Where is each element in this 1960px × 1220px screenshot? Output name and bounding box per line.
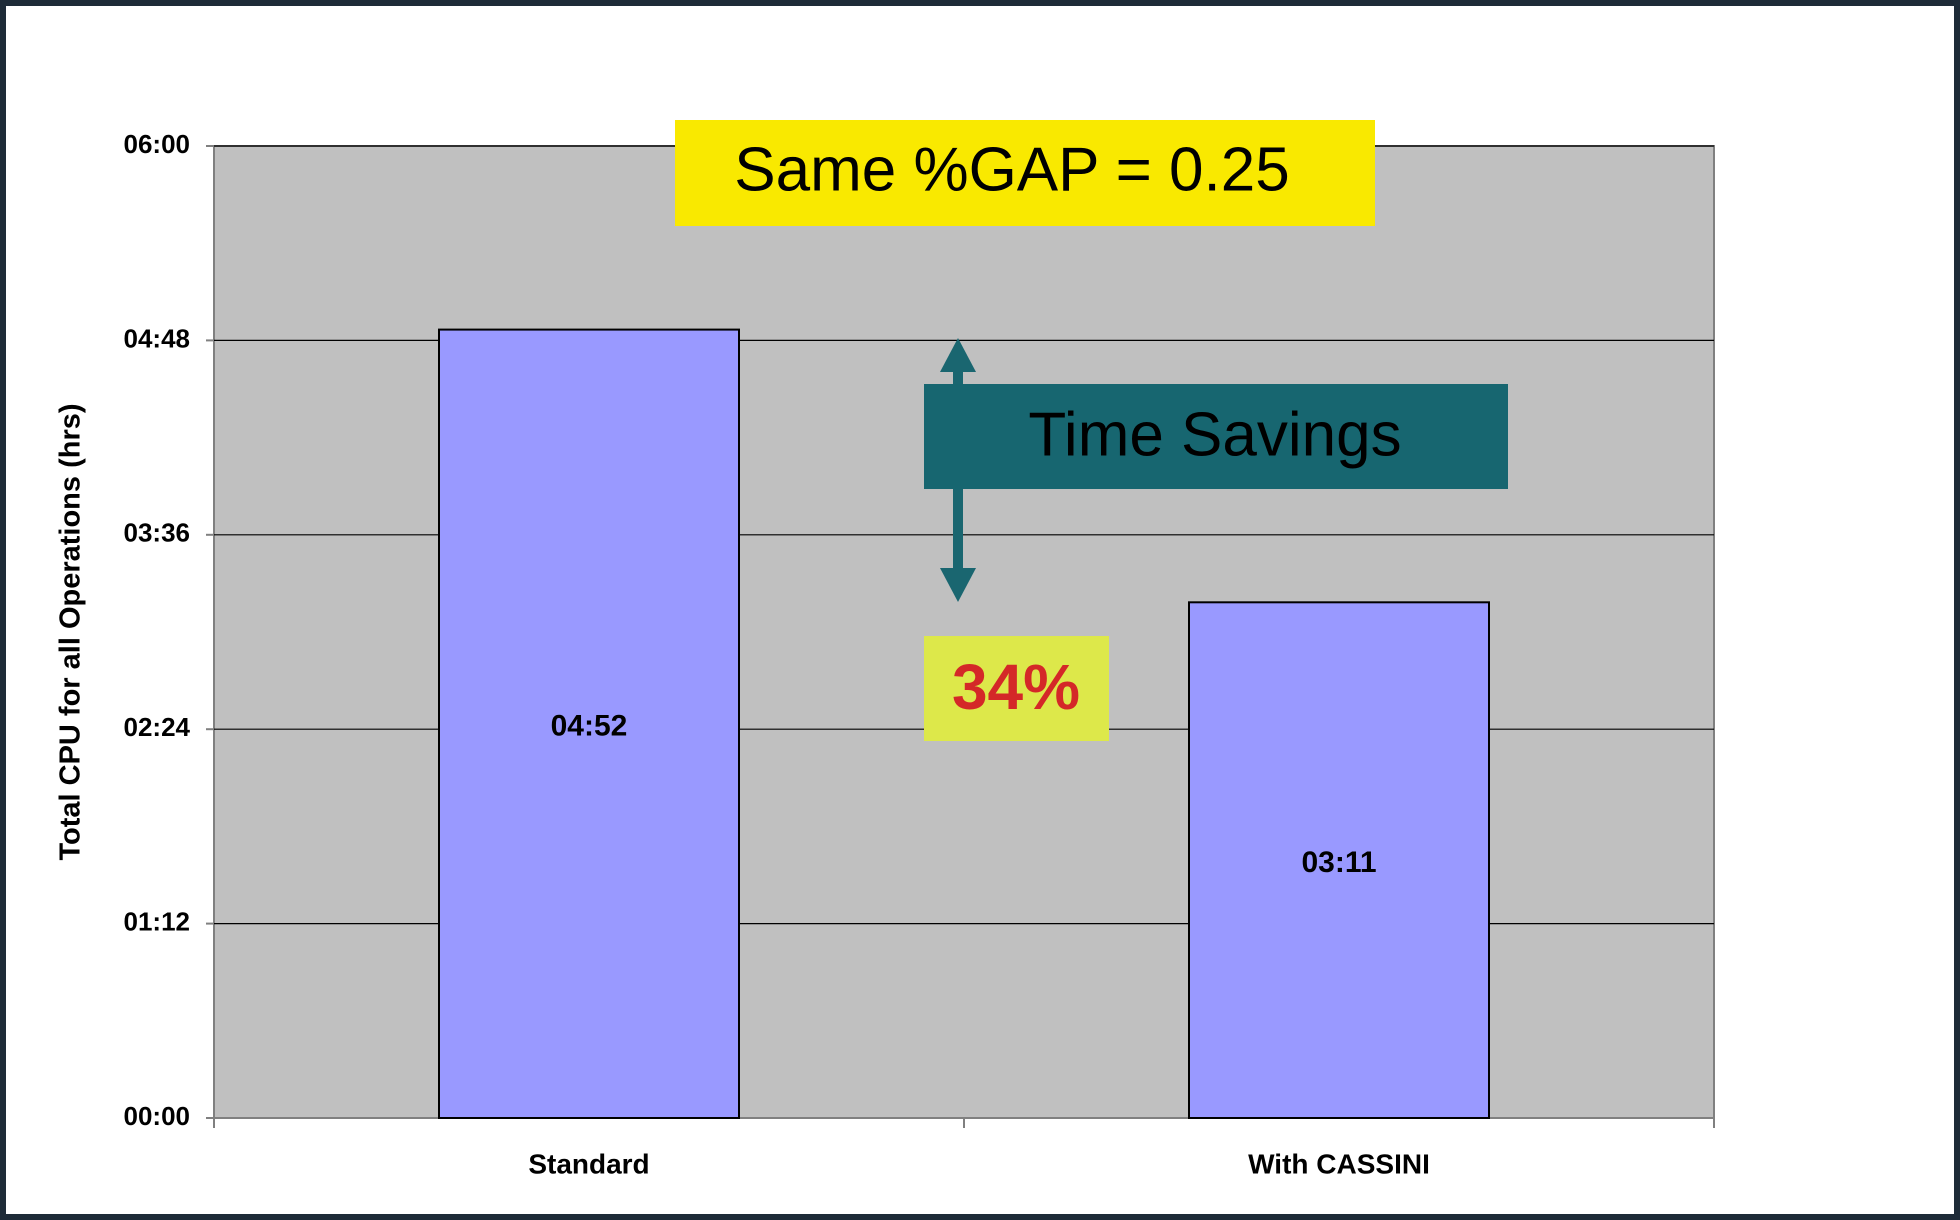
y-tick-label: 04:48 — [124, 323, 191, 353]
arrow-head — [940, 338, 976, 372]
annotation: Time Savings — [1028, 400, 1401, 469]
annotation: Same %GAP = 0.25 — [734, 135, 1289, 204]
annotation: 34% — [952, 651, 1080, 723]
x-tick-label: With CASSINI — [1248, 1148, 1430, 1179]
y-tick-label: 03:36 — [124, 518, 191, 548]
annotation-box — [924, 636, 1109, 741]
y-axis-label: Total CPU for all Operations (hrs) — [55, 403, 87, 860]
value-label: 04:52 — [551, 710, 628, 743]
bar — [1188, 601, 1490, 1119]
y-tick-label: 00:00 — [124, 1101, 191, 1131]
bar — [438, 328, 740, 1119]
annotation-box — [675, 120, 1375, 226]
annotation-box — [924, 384, 1508, 489]
value-label: 03:11 — [1301, 846, 1376, 879]
y-tick-label: 01:12 — [124, 906, 191, 936]
y-tick-label: 06:00 — [124, 129, 191, 159]
arrow-head — [940, 568, 976, 602]
x-tick-label: Standard — [528, 1148, 649, 1179]
y-tick-label: 02:24 — [124, 712, 191, 742]
